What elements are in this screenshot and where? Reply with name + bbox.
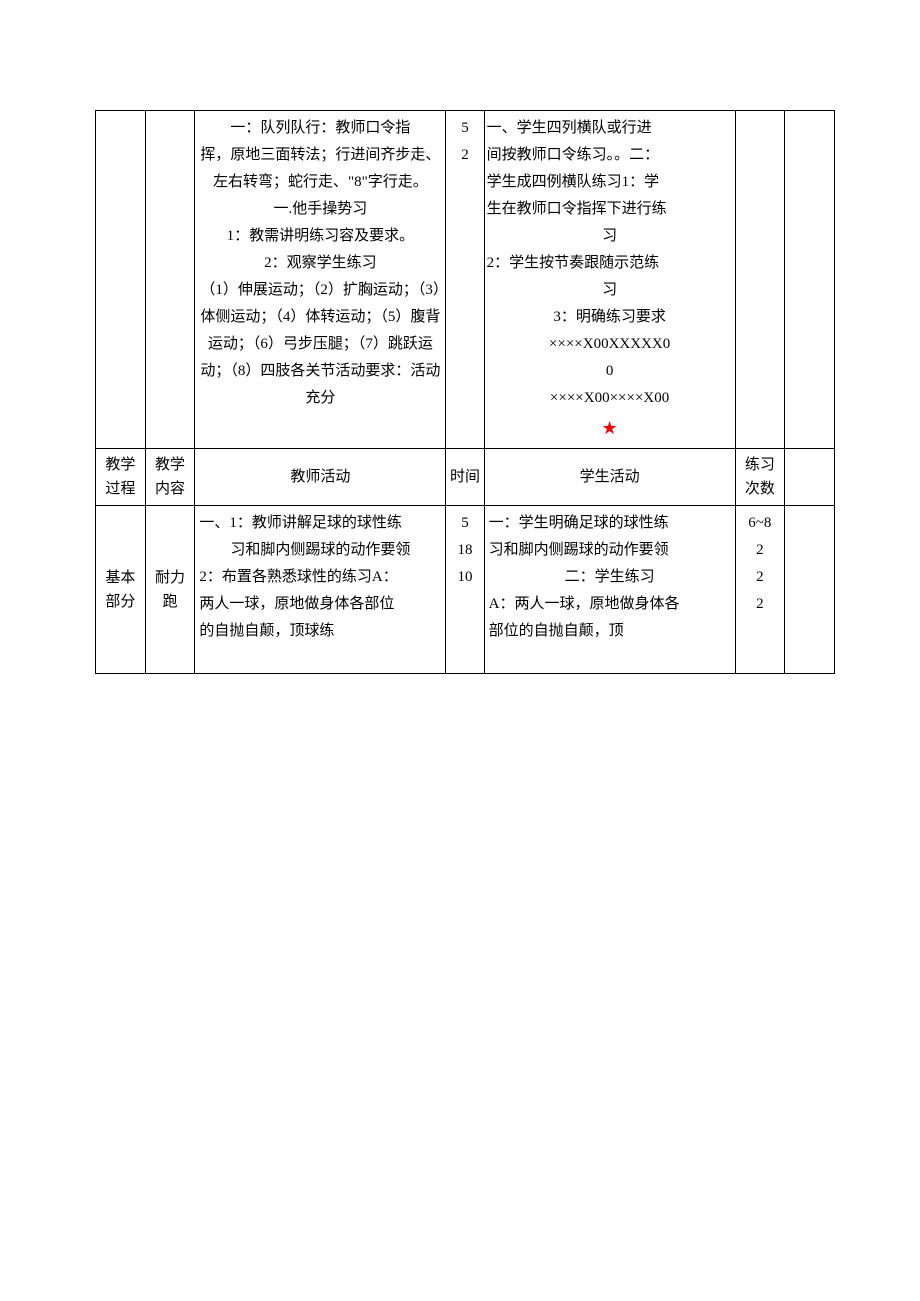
text-line: 习和脚内侧踢球的动作要领 — [489, 537, 731, 564]
cell-empty — [145, 111, 195, 449]
text-line: 生在教师口令指挥下进行练 — [487, 196, 733, 223]
text-line: 3：明确练习要求 — [487, 304, 733, 331]
header-process: 教学过程 — [96, 449, 146, 506]
table-row: 一：队列队行：教师口令指 挥，原地三面转法；行进间齐步走、左右转弯；蛇行走、"8… — [96, 111, 835, 449]
text-line: 二：学生练习 — [489, 564, 731, 591]
cell-empty — [96, 111, 146, 449]
cell-teacher-activity: 一：队列队行：教师口令指 挥，原地三面转法；行进间齐步走、左右转弯；蛇行走、"8… — [195, 111, 446, 449]
text-line: 一、学生四列横队或行进 — [487, 115, 733, 142]
text-line: ××××X00XXXXX0 — [487, 331, 733, 358]
cell-empty — [785, 111, 835, 449]
lesson-plan-table: 一：队列队行：教师口令指 挥，原地三面转法；行进间齐步走、左右转弯；蛇行走、"8… — [95, 110, 835, 674]
header-empty — [785, 449, 835, 506]
star-icon: ★ — [487, 412, 733, 444]
text-line: 2：学生按节奏跟随示范练 — [487, 250, 733, 277]
cell-empty — [785, 506, 835, 674]
text-line: 一、1：教师讲解足球的球性练 — [199, 510, 441, 537]
text-line: 习 — [487, 277, 733, 304]
cell-process: 基本部分 — [96, 506, 146, 674]
cell-student-activity: 一、学生四列横队或行进 间按教师口令练习。。二： 学生成四例横队练习1：学 生在… — [484, 111, 735, 449]
text-line: A：两人一球，原地做身体各 — [489, 591, 731, 618]
cell-empty — [735, 111, 785, 449]
text-line: 0 — [487, 358, 733, 385]
text-line: 习 — [487, 223, 733, 250]
cell-teacher-activity: 一、1：教师讲解足球的球性练 习和脚内侧踢球的动作要领 2：布置各熟悉球性的练习… — [195, 506, 446, 674]
text-line: 两人一球，原地做身体各部位 — [199, 591, 441, 618]
text-line: 一：学生明确足球的球性练 — [489, 510, 731, 537]
cell-student-activity: 一：学生明确足球的球性练 习和脚内侧踢球的动作要领 二：学生练习 A：两人一球，… — [484, 506, 735, 674]
text-line: 习和脚内侧踢球的动作要领 — [199, 537, 441, 564]
header-content: 教学内容 — [145, 449, 195, 506]
header-teacher: 教师活动 — [195, 449, 446, 506]
cell-content: 耐力跑 — [145, 506, 195, 674]
text-line: 的自抛自颠，顶球练 — [199, 618, 441, 645]
header-count: 练习次数 — [735, 449, 785, 506]
header-student: 学生活动 — [484, 449, 735, 506]
text-line: 2：布置各熟悉球性的练习A： — [199, 564, 441, 591]
cell-count: 6~8 2 2 2 — [735, 506, 785, 674]
text-line: ××××X00××××X00 — [487, 385, 733, 412]
text-line: 学生成四例横队练习1：学 — [487, 169, 733, 196]
text-line: 部位的自抛自颠，顶 — [489, 618, 731, 645]
cell-time: 5 18 10 — [446, 506, 484, 674]
cell-time: 5 2 — [446, 111, 484, 449]
text-line: 间按教师口令练习。。二： — [487, 142, 733, 169]
header-time: 时间 — [446, 449, 484, 506]
table-row: 基本部分 耐力跑 一、1：教师讲解足球的球性练 习和脚内侧踢球的动作要领 2：布… — [96, 506, 835, 674]
table-header-row: 教学过程 教学内容 教师活动 时间 学生活动 练习次数 — [96, 449, 835, 506]
